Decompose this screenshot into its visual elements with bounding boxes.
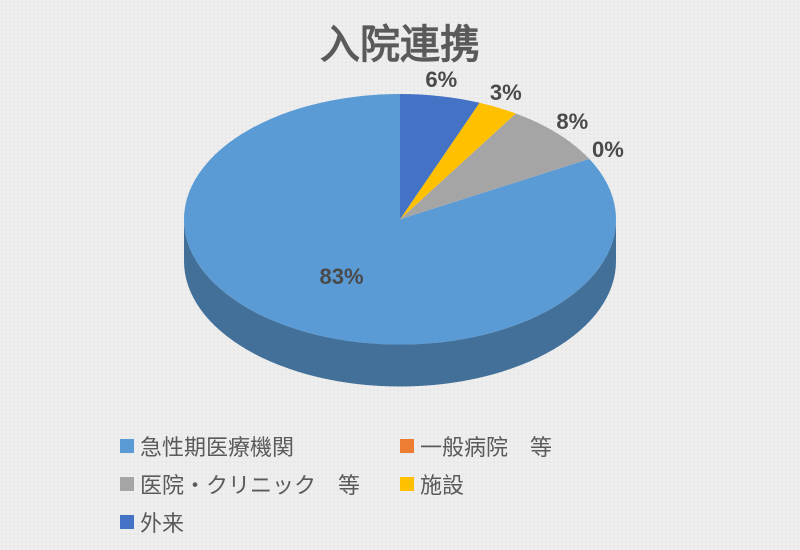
legend-swatch	[120, 515, 134, 529]
legend-swatch	[120, 439, 134, 453]
slice-label: 8%	[556, 109, 588, 135]
legend-item: 施設	[400, 468, 680, 500]
legend-label: 一般病院 等	[420, 430, 552, 462]
legend: 急性期医療機関 一般病院 等医院・クリニック 等 施設外来	[120, 430, 680, 538]
legend-label: 医院・クリニック 等	[140, 468, 360, 500]
legend-item: 外来	[120, 506, 400, 538]
slice-label: 83%	[320, 264, 364, 290]
legend-swatch	[400, 439, 414, 453]
slice-label: 3%	[490, 80, 522, 106]
chart-title: 入院連携	[0, 12, 800, 70]
legend-item: 医院・クリニック 等	[120, 468, 400, 500]
legend-swatch	[400, 477, 414, 491]
pie-svg	[180, 90, 620, 452]
slice-label: 0%	[592, 137, 624, 163]
pie-chart: 83%0%8%3%6%	[180, 90, 620, 452]
legend-label: 外来	[140, 506, 184, 538]
legend-label: 施設	[420, 468, 464, 500]
legend-item: 急性期医療機関	[120, 430, 400, 462]
legend-label: 急性期医療機関	[140, 430, 294, 462]
slice-label: 6%	[425, 67, 457, 93]
legend-swatch	[120, 477, 134, 491]
legend-item: 一般病院 等	[400, 430, 680, 462]
